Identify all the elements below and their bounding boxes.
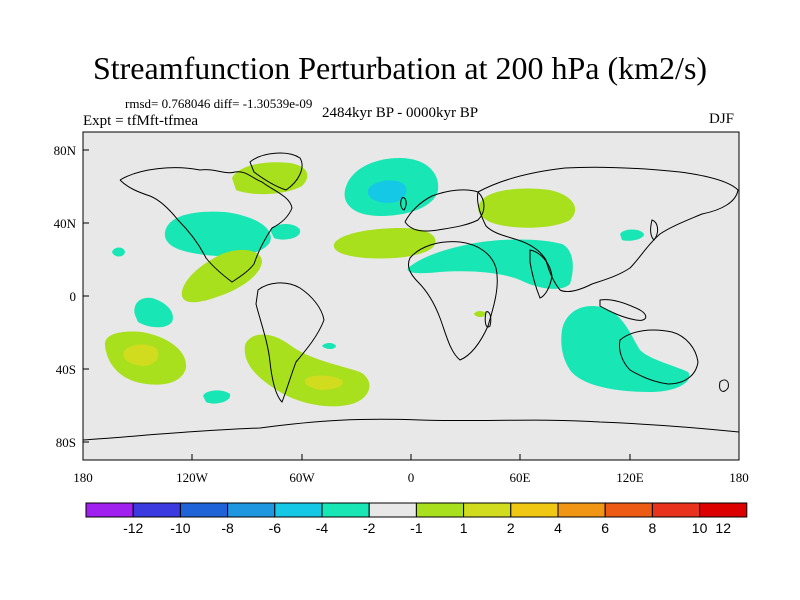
coastline-uk bbox=[400, 197, 407, 211]
colorbar-label: -4 bbox=[316, 520, 329, 536]
colorbar-swatch bbox=[85, 502, 134, 518]
colorbar-swatch bbox=[510, 502, 559, 518]
colorbar-label: -6 bbox=[269, 520, 282, 536]
contour-south-atlantic-positive-core bbox=[304, 375, 343, 390]
coastline-southeast-asia bbox=[599, 299, 647, 321]
coastline-greenland bbox=[249, 152, 303, 191]
coastline-japan bbox=[650, 219, 659, 241]
colorbar-label: -1 bbox=[410, 520, 423, 536]
contour-east-africa-positive bbox=[474, 311, 486, 317]
colorbar-label: 6 bbox=[601, 520, 609, 536]
coastline-asia bbox=[477, 166, 739, 293]
colorbar-label: -12 bbox=[123, 520, 143, 536]
colorbar-label: 2 bbox=[507, 520, 515, 536]
lat-labels: 80N 40N 0 40S 80S bbox=[54, 143, 77, 450]
lon-label: 60W bbox=[289, 470, 315, 485]
colorbar-label: -10 bbox=[170, 520, 190, 536]
season-label: DJF bbox=[709, 111, 735, 127]
lon-label: 0 bbox=[408, 470, 415, 485]
colorbar-label: 10 bbox=[692, 520, 708, 536]
colorbar-label: 12 bbox=[715, 520, 731, 536]
colorbar-label: 4 bbox=[554, 520, 562, 536]
lat-label: 40S bbox=[56, 362, 76, 377]
lon-label: 180 bbox=[73, 470, 93, 485]
contour-fills bbox=[104, 158, 690, 407]
coastline-new-zealand bbox=[719, 379, 729, 392]
colorbar-swatch bbox=[274, 502, 323, 518]
experiment-label: Expt = tfMft-tfmea bbox=[83, 113, 199, 129]
period-label: 2484kyr BP - 0000kyr BP bbox=[322, 105, 479, 121]
lon-label: 120E bbox=[616, 470, 644, 485]
stats-label: rmsd= 0.768046 diff= -1.30539e-09 bbox=[125, 96, 313, 111]
contour-south-pacific-negative bbox=[134, 297, 173, 328]
lon-label: 120W bbox=[176, 470, 209, 485]
colorbar-swatch bbox=[321, 502, 370, 518]
contour-north-pacific-negative bbox=[164, 211, 271, 257]
contour-north-atlantic-negative-core bbox=[367, 180, 407, 203]
colorbar-swatch bbox=[557, 502, 606, 518]
colorbar-label: -2 bbox=[363, 520, 376, 536]
colorbar-swatch bbox=[463, 502, 512, 518]
colorbar-swatch bbox=[415, 502, 465, 518]
colorbar-swatch bbox=[368, 502, 417, 518]
coastline-south-america bbox=[255, 282, 325, 403]
lat-label: 40N bbox=[54, 216, 77, 231]
colorbar-label: 8 bbox=[649, 520, 657, 536]
contour-tropical-pacific-positive bbox=[181, 249, 262, 303]
lon-label: 180 bbox=[729, 470, 749, 485]
contour-south-pacific-positive-core bbox=[123, 344, 159, 366]
contour-east-asia-negative bbox=[620, 229, 644, 241]
coastline-europe bbox=[404, 189, 485, 232]
colorbar-label: -8 bbox=[221, 520, 234, 536]
contour-hawaii-negative bbox=[112, 247, 125, 257]
contour-mid-atlantic-positive bbox=[333, 228, 436, 259]
colorbar-swatch bbox=[227, 502, 276, 518]
colorbar-swatch bbox=[179, 502, 229, 518]
figure-title: Streamfunction Perturbation at 200 hPa (… bbox=[92, 50, 708, 86]
contour-middle-east-negative bbox=[407, 239, 573, 289]
lat-label: 80N bbox=[54, 143, 77, 158]
contour-atlantic-small-negative bbox=[270, 224, 301, 240]
contour-south-america-small-negative bbox=[322, 343, 336, 349]
colorbar-label: 1 bbox=[460, 520, 468, 536]
contour-indian-ocean-negative bbox=[561, 306, 690, 392]
colorbar-swatch bbox=[651, 502, 701, 518]
coastline-antarctica bbox=[82, 418, 740, 441]
coastline-africa bbox=[407, 241, 498, 361]
lat-label: 80S bbox=[56, 435, 76, 450]
coastline-madagascar bbox=[484, 311, 492, 328]
lon-label: 60E bbox=[510, 470, 531, 485]
contour-south-atlantic-positive bbox=[244, 334, 370, 407]
coastline-india bbox=[529, 249, 553, 299]
coastline-australia bbox=[619, 329, 699, 385]
contour-greenland-positive bbox=[232, 162, 308, 195]
coastline-north-america bbox=[119, 167, 293, 283]
contour-asia-positive bbox=[478, 188, 576, 228]
lat-label: 0 bbox=[70, 289, 77, 304]
colorbar-swatch bbox=[604, 502, 653, 518]
colorbar-swatch bbox=[699, 502, 748, 518]
colorbar: -12 -10 -8 -6 -4 -2 -1 1 2 4 6 8 10 12 bbox=[85, 502, 748, 536]
coastlines bbox=[82, 152, 740, 441]
colorbar-swatch bbox=[132, 502, 181, 518]
contour-south-pacific-small-negative bbox=[203, 390, 231, 404]
lon-labels: 180 120W 60W 0 60E 120E 180 bbox=[73, 470, 749, 485]
axis-ticks bbox=[82, 149, 740, 460]
